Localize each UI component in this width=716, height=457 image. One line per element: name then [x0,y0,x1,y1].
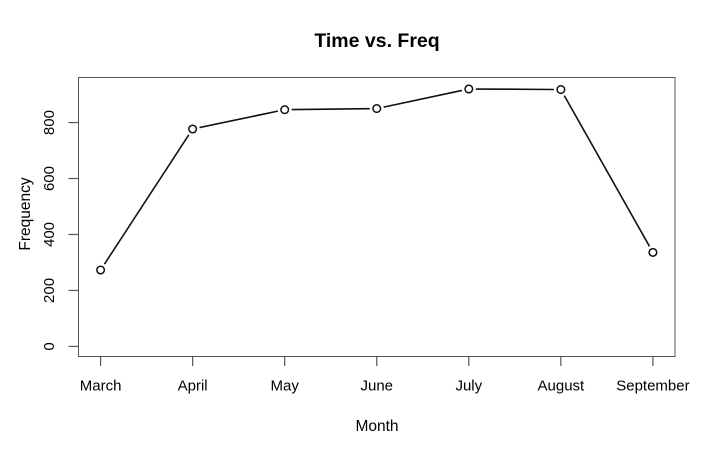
y-tick-label: 800 [41,110,58,135]
x-tick-label: September [616,378,689,395]
series-line-segment [199,110,279,129]
data-point-marker [188,124,198,134]
data-point-marker [648,247,658,257]
chart-title: Time vs. Freq [314,30,440,52]
data-point-marker [556,84,566,95]
x-tick-label: May [271,378,300,395]
data-point-marker [372,104,382,114]
y-tick-label: 200 [41,278,58,303]
series-line-segment [291,107,370,111]
x-tick-label: July [455,378,482,395]
y-tick-label: 600 [41,166,58,191]
x-tick-label: March [80,378,122,395]
data-point-marker [96,265,106,275]
series-line-segment [383,89,463,108]
plot-box [78,77,676,357]
x-axis-label: Month [355,418,399,435]
y-axis-label: Frequency [17,177,34,251]
data-point-marker [464,84,474,94]
x-tick-label: April [178,378,208,395]
y-tick-label: 0 [41,342,58,350]
x-tick-label: August [538,378,586,395]
x-tick-label: June [360,378,393,395]
data-point-marker [280,105,290,115]
series-line-segment [563,95,651,247]
y-tick-label: 400 [41,222,58,247]
series-line-segment [103,134,190,265]
